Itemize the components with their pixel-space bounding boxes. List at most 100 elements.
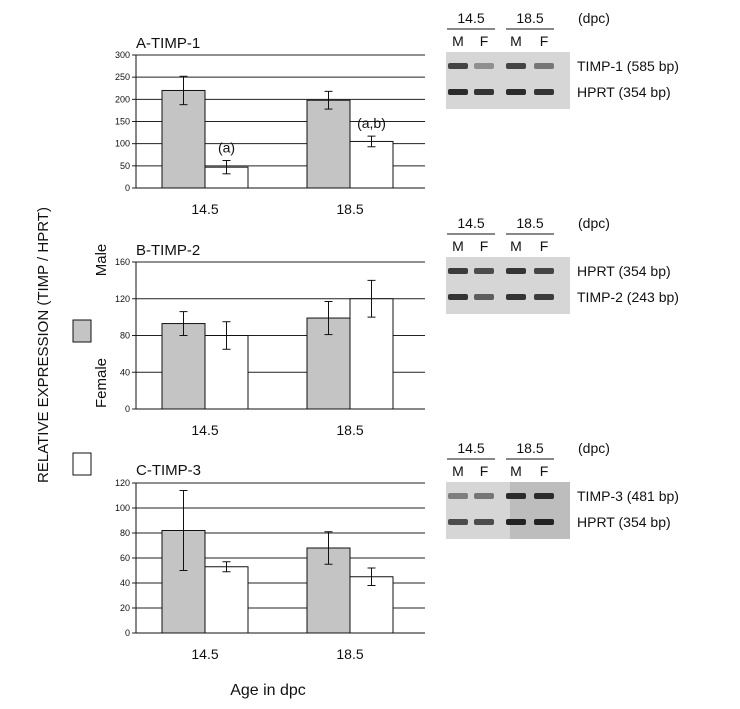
gel-lane-label: M (510, 33, 522, 49)
gel-band (448, 89, 468, 95)
gel-lane-label: M (452, 33, 464, 49)
gel-band (534, 294, 554, 300)
legend-female-swatch (72, 452, 92, 476)
gel-band (534, 89, 554, 95)
gel-image (446, 257, 570, 314)
chart-panel-3: C-TIMP-3 0 20 40 60 80 100 120 14.5 18.5 (115, 462, 425, 662)
gel-lane-label: M (510, 463, 522, 479)
y-tick-label: 60 (120, 553, 130, 563)
chart-title: C-TIMP-3 (136, 462, 201, 479)
gel-lane-label: F (540, 238, 549, 254)
y-tick-label: 80 (120, 331, 130, 341)
error-bar (179, 311, 188, 336)
gel-unit-label: (dpc) (578, 215, 610, 231)
x-tick-label: 14.5 (191, 422, 218, 438)
x-tick-label: 18.5 (336, 201, 363, 217)
annotation: (a) (218, 140, 235, 156)
gel-band (506, 294, 526, 300)
gel-band (506, 268, 526, 274)
gel-band (474, 294, 494, 300)
annotation: (a,b) (357, 115, 386, 131)
error-bar (324, 301, 333, 336)
bar-female-14.5 (204, 566, 249, 634)
y-tick-label: 0 (125, 628, 130, 638)
gel-band (534, 519, 554, 525)
error-bar (324, 90, 333, 110)
gel-age-label: 18.5 (516, 10, 543, 26)
gel-band-label: HPRT (354 bp) (577, 263, 671, 279)
y-tick-label: 20 (120, 603, 130, 613)
y-tick-label: 40 (120, 578, 130, 588)
y-tick-label: 50 (120, 161, 130, 171)
error-bar (324, 531, 333, 565)
chart-title: A-TIMP-1 (136, 35, 200, 52)
gel-image (446, 52, 570, 109)
y-tick-label: 200 (115, 94, 130, 104)
y-tick-label: 40 (120, 367, 130, 377)
gel-band (448, 493, 468, 499)
bar-male-18.5 (306, 99, 351, 189)
y-tick-label: 150 (115, 117, 130, 127)
gel-band (448, 63, 468, 69)
gel-band-label: TIMP-2 (243 bp) (577, 289, 679, 305)
gel-band (474, 519, 494, 525)
gel-band (506, 63, 526, 69)
y-tick-label: 250 (115, 72, 130, 82)
y-axis-label: RELATIVE EXPRESSION (TIMP / HPRT) (35, 207, 52, 483)
gel-age-label: 14.5 (457, 440, 484, 456)
gel-band-label: TIMP-1 (585 bp) (577, 58, 679, 74)
chart-panel-1: A-TIMP-1 0 50 100 150 200 250 300 (a) (a,b) 14.5 18… (115, 35, 425, 217)
error-bar (367, 279, 376, 318)
gel-band-label: HPRT (354 bp) (577, 84, 671, 100)
gel-lane-label: M (452, 463, 464, 479)
x-tick-label: 18.5 (336, 646, 363, 662)
legend-female-label: Female (93, 358, 110, 408)
gel-lane-label: F (540, 463, 549, 479)
gel-band (534, 268, 554, 274)
x-axis-label: Age in dpc (230, 682, 306, 699)
legend-male-swatch (72, 319, 92, 343)
y-tick-label: 100 (115, 139, 130, 149)
bar-female-18.5 (349, 576, 394, 634)
y-tick-label: 80 (120, 528, 130, 538)
error-bar (222, 561, 231, 573)
gel-unit-label: (dpc) (578, 440, 610, 456)
gel-band (448, 294, 468, 300)
y-tick-label: 120 (115, 294, 130, 304)
y-tick-label: 120 (115, 478, 130, 488)
gel-band (448, 519, 468, 525)
gel-band (448, 268, 468, 274)
bar-male-14.5 (161, 89, 206, 189)
error-bar (367, 135, 376, 148)
gel-age-label: 18.5 (516, 440, 543, 456)
error-bar (222, 160, 231, 175)
x-tick-label: 14.5 (191, 646, 218, 662)
gel-age-label: 14.5 (457, 215, 484, 231)
chart-title: B-TIMP-2 (136, 242, 200, 259)
bar-male-14.5 (161, 323, 206, 410)
bar-female-18.5 (349, 140, 394, 189)
y-tick-label: 0 (125, 404, 130, 414)
gel-band (506, 519, 526, 525)
gel-band (506, 89, 526, 95)
x-tick-label: 14.5 (191, 201, 218, 217)
gel-band (474, 268, 494, 274)
error-bar (367, 567, 376, 586)
error-bar (222, 321, 231, 350)
gel-lane-label: M (452, 238, 464, 254)
gel-age-label: 18.5 (516, 215, 543, 231)
error-bar (179, 75, 188, 106)
gel-lane-label: F (480, 238, 489, 254)
y-tick-label: 100 (115, 503, 130, 513)
error-bar (179, 490, 188, 571)
gel-band (474, 89, 494, 95)
gel-age-label: 14.5 (457, 10, 484, 26)
y-tick-label: 300 (115, 50, 130, 60)
x-tick-label: 18.5 (336, 422, 363, 438)
gel-band (534, 493, 554, 499)
